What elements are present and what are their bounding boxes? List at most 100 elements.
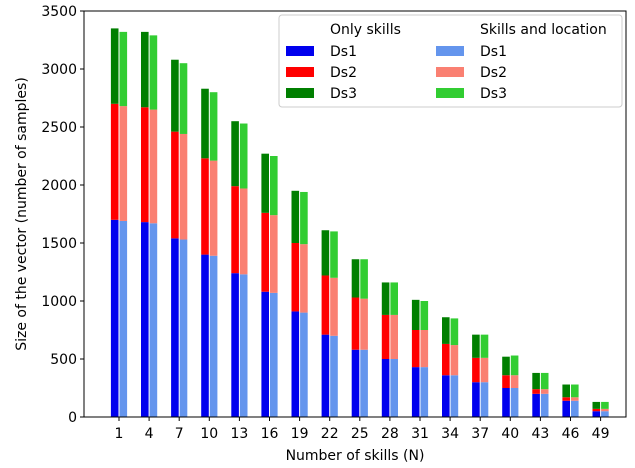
bar-only-skills-ds2-n13 (231, 186, 239, 274)
legend-frame (278, 14, 623, 108)
bar-skills-location-ds3-n10 (209, 92, 218, 161)
bar-skills-location-ds1-n49 (601, 411, 609, 417)
bar-only-skills-ds3-n7 (171, 59, 179, 132)
x-axis-label: Number of skills (N) (286, 448, 425, 464)
bar-skills-location-ds1-n1 (119, 220, 128, 417)
plot-frame (83, 10, 627, 418)
x-axis-ticks: 1 4 7 10 13 16 19 22 25 28 31 34 37 40 43 46 49 (115, 417, 610, 442)
bar-skills-location-ds1-n34 (450, 375, 459, 417)
bar-only-skills-ds3-n40 (502, 356, 510, 376)
bar-skills-location-ds2-n34 (450, 345, 459, 376)
bar-only-skills-ds1-n46 (562, 400, 570, 417)
bar-only-skills-ds3-n10 (201, 88, 209, 159)
bar-skills-location-ds2-n19 (300, 244, 308, 313)
bar-skills-location-ds3-n43 (540, 372, 549, 390)
bar-skills-location-ds3-n19 (300, 191, 308, 245)
x-tick-label: 28 (381, 426, 399, 442)
bar-skills-location-ds3-n25 (360, 259, 368, 299)
x-tick-label: 1 (115, 426, 124, 442)
x-tick-label: 40 (501, 426, 519, 442)
bar-skills-location-ds2-n1 (119, 106, 128, 221)
bar-skills-location-ds1-n10 (209, 255, 218, 417)
bar-only-skills-ds3-n1 (110, 28, 119, 104)
bar-only-skills-ds3-n46 (562, 384, 570, 398)
x-tick-label: 13 (230, 426, 248, 442)
x-tick-label: 37 (471, 426, 489, 442)
x-tick-label: 25 (351, 426, 369, 442)
bar-skills-location-ds2-n16 (270, 215, 278, 293)
x-tick-label: 10 (200, 426, 218, 442)
legend-swatch-only-skills-ds2 (286, 67, 314, 77)
bar-only-skills-ds3-n43 (532, 372, 540, 390)
legend-swatch-only-skills-ds3 (286, 88, 314, 98)
bar-only-skills-ds2-n28 (381, 314, 390, 359)
x-tick-label: 46 (562, 426, 580, 442)
y-tick-label: 1500 (41, 236, 77, 252)
bar-skills-location-ds2-n28 (390, 314, 398, 359)
bar-skills-location-ds3-n46 (571, 384, 579, 398)
legend-entries: Ds1 Ds2 Ds3 Ds1 Ds2 Ds3 (286, 44, 507, 102)
bar-skills-location-ds1-n25 (360, 349, 368, 417)
bar-only-skills-ds2-n31 (411, 330, 420, 368)
bar-only-skills-ds2-n46 (562, 397, 570, 401)
bars-layer (110, 28, 609, 417)
y-tick-label: 3500 (41, 4, 77, 20)
legend-swatch-only-skills-ds1 (286, 46, 314, 56)
x-tick-label: 4 (145, 426, 154, 442)
bar-skills-location-ds2-n13 (239, 188, 248, 275)
legend: Only skills Skills and location Ds1Ds2Ds… (278, 14, 623, 108)
bar-only-skills-ds2-n22 (321, 275, 330, 335)
bar-skills-location-ds1-n4 (149, 223, 158, 417)
bar-only-skills-ds3-n22 (321, 230, 330, 276)
x-tick-label: 16 (261, 426, 279, 442)
y-tick-label: 0 (68, 410, 77, 426)
x-tick-label: 7 (175, 426, 184, 442)
bar-only-skills-ds3-n37 (472, 334, 480, 358)
bar-skills-location-ds2-n10 (209, 160, 218, 256)
bar-skills-location-ds3-n7 (179, 63, 188, 134)
bar-skills-location-ds3-n1 (119, 31, 128, 107)
bar-skills-location-ds1-n40 (510, 388, 519, 417)
legend-label-only-skills-ds2: Ds2 (330, 65, 357, 81)
bar-skills-location-ds1-n7 (179, 239, 188, 417)
bar-skills-location-ds1-n19 (300, 312, 308, 417)
bar-only-skills-ds1-n28 (381, 359, 390, 417)
legend-swatch-skills-location-ds3 (436, 88, 464, 98)
bar-only-skills-ds1-n16 (261, 291, 269, 417)
x-tick-label: 31 (411, 426, 429, 442)
bar-only-skills-ds3-n25 (351, 259, 360, 298)
y-tick-label: 500 (50, 352, 77, 368)
bar-skills-location-ds2-n4 (149, 109, 158, 224)
bar-skills-location-ds3-n22 (330, 231, 338, 278)
y-tick-label: 2500 (41, 120, 77, 136)
y-axis-ticks: 0 500 1000 1500 2000 2500 3000 3500 (41, 4, 84, 426)
bar-only-skills-ds3-n19 (291, 190, 300, 243)
legend-swatch-skills-location-ds2 (436, 67, 464, 77)
bar-only-skills-ds2-n37 (472, 357, 480, 383)
bar-only-skills-ds3-n16 (261, 153, 269, 213)
bar-skills-location-ds3-n37 (480, 334, 489, 358)
bar-skills-location-ds2-n49 (601, 408, 609, 412)
bar-skills-location-ds1-n22 (330, 335, 338, 417)
x-tick-label: 34 (441, 426, 459, 442)
bar-only-skills-ds1-n4 (141, 222, 149, 417)
legend-label-skills-location-ds1: Ds1 (480, 44, 507, 60)
legend-label-only-skills-ds1: Ds1 (330, 44, 357, 60)
legend-label-skills-location-ds3: Ds3 (480, 86, 507, 102)
bar-only-skills-ds1-n34 (442, 375, 450, 417)
bar-skills-location-ds2-n46 (571, 397, 579, 401)
bar-only-skills-ds1-n25 (351, 349, 360, 417)
legend-title-only-skills: Only skills (330, 22, 401, 38)
bar-only-skills-ds1-n31 (411, 367, 420, 417)
bar-only-skills-ds1-n22 (321, 334, 330, 417)
bar-skills-location-ds2-n31 (420, 330, 429, 368)
bar-only-skills-ds3-n13 (231, 121, 239, 187)
legend-label-skills-location-ds2: Ds2 (480, 65, 507, 81)
bar-only-skills-ds1-n13 (231, 273, 239, 417)
bar-skills-location-ds3-n49 (601, 401, 609, 409)
bar-only-skills-ds2-n1 (110, 103, 119, 220)
bar-only-skills-ds2-n40 (502, 375, 510, 388)
bar-only-skills-ds1-n40 (502, 388, 510, 417)
y-tick-label: 1000 (41, 294, 77, 310)
bar-skills-location-ds1-n16 (270, 292, 278, 417)
